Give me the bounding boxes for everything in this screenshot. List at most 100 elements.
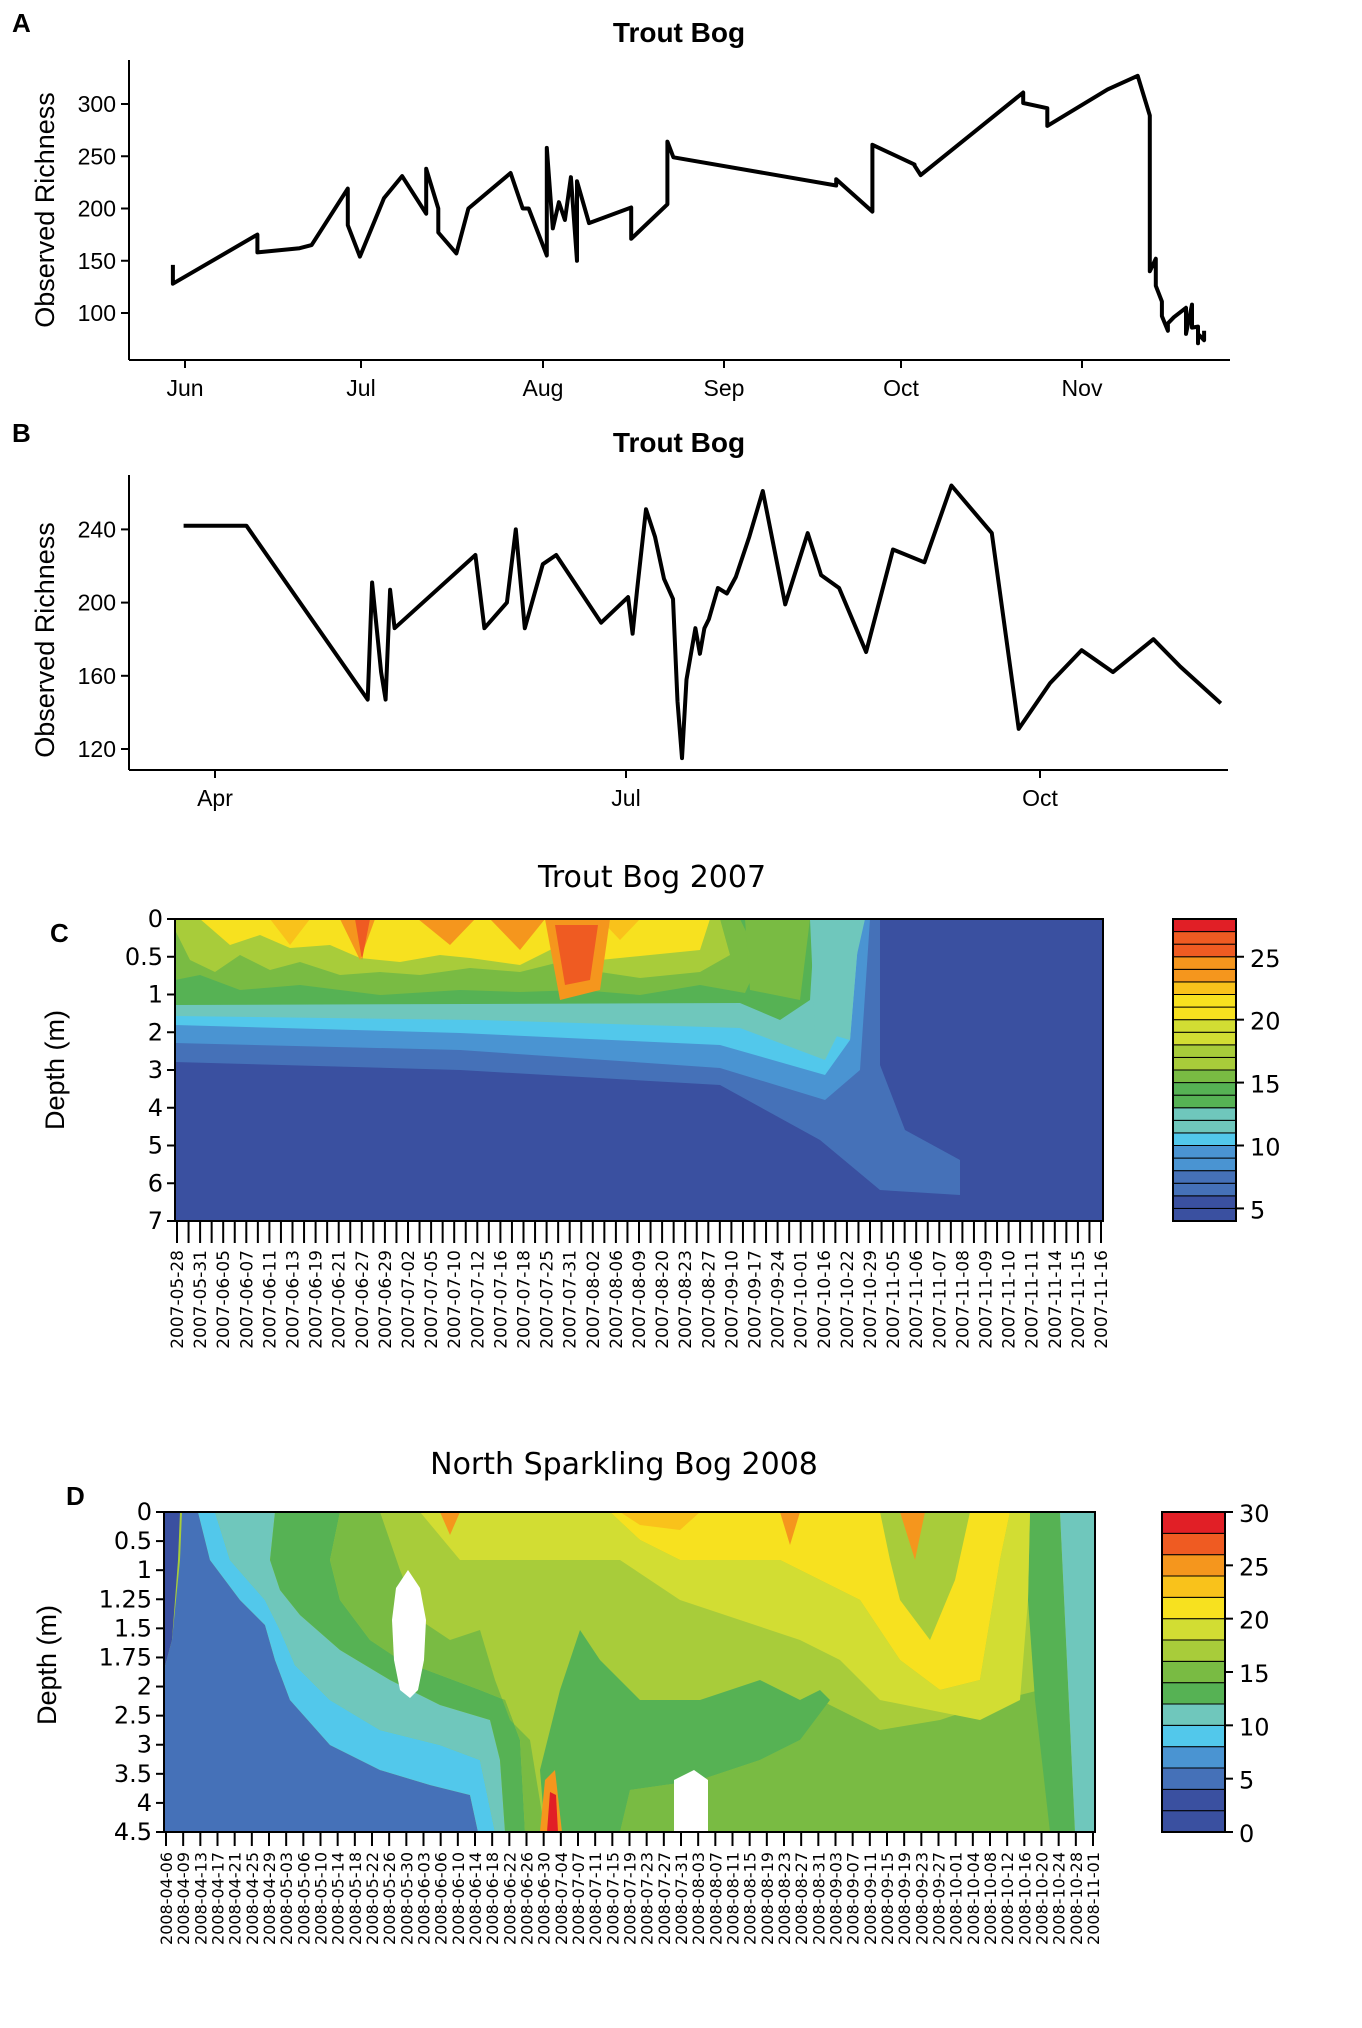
colorbar-swatch <box>1161 1788 1226 1812</box>
date-tick-label: 2008-10-01 <box>947 1852 966 1945</box>
date-tick-label: 2007-07-12 <box>468 1250 488 1349</box>
date-tick-label: 2007-11-16 <box>1092 1250 1112 1349</box>
date-tick-label: 2007-07-02 <box>399 1250 419 1349</box>
colorbar-swatch <box>1172 1031 1237 1046</box>
heat-c-band-orange-1 <box>270 919 310 945</box>
panel-b-letter: B <box>12 418 31 448</box>
colorbar-swatch <box>1172 1132 1237 1146</box>
date-tick-label: 2007-06-11 <box>260 1250 280 1349</box>
date-tick-label: 2008-08-23 <box>775 1852 794 1945</box>
date-tick-label: 2007-06-07 <box>237 1250 257 1349</box>
date-tick-label: 2007-06-19 <box>307 1250 327 1349</box>
date-tick-label: 2007-11-07 <box>930 1250 950 1349</box>
y-tick-label: 160 <box>78 663 116 689</box>
colorbar-swatch <box>1172 1107 1237 1121</box>
date-tick-label: 2008-04-17 <box>209 1852 228 1945</box>
date-tick-label: 2008-04-29 <box>260 1852 279 1945</box>
y-tick-label: 240 <box>78 516 116 542</box>
y-tick-label: 150 <box>78 248 116 274</box>
date-tick-label: 2007-08-20 <box>653 1250 673 1349</box>
heat-d-band-lightyellow <box>420 1512 1030 1720</box>
date-tick-label: 2008-08-03 <box>689 1852 708 1945</box>
colorbar-tick-label: 25 <box>1239 1553 1270 1581</box>
colorbar-tick-label: 5 <box>1250 1196 1265 1224</box>
heat-d-band-red-core <box>547 1792 558 1832</box>
panel-c: C Trout Bog 2007 Depth (m) 0 0.5 1 2 3 4 5 6 7 2… <box>40 860 1281 1349</box>
depth-tick-label: 0 <box>148 905 163 933</box>
panel-c-ylabel: Depth (m) <box>40 1010 70 1130</box>
date-tick-label: 2007-09-24 <box>769 1250 789 1349</box>
date-tick-label: 2008-06-10 <box>449 1852 468 1945</box>
heat-d-missing-2 <box>674 1770 708 1832</box>
date-tick-label: 2008-06-22 <box>500 1852 519 1945</box>
panel-c-letter: C <box>50 918 69 948</box>
colorbar-swatch <box>1161 1596 1226 1620</box>
colorbar-swatch <box>1161 1511 1226 1534</box>
date-tick-label: 2008-07-11 <box>586 1852 605 1945</box>
date-tick-label: 2007-07-10 <box>445 1250 465 1349</box>
depth-tick-label: 1 <box>148 981 163 1009</box>
date-tick-label: 2008-06-26 <box>518 1852 537 1945</box>
panel-d-heatmap <box>164 1512 1095 1832</box>
heat-d-band-green-thin <box>540 1630 830 1832</box>
date-tick-label: 2007-08-06 <box>607 1250 627 1349</box>
colorbar-tick-label: 0 <box>1239 1820 1254 1848</box>
y-tick-label: 120 <box>78 736 116 762</box>
colorbar-swatch <box>1172 1056 1237 1071</box>
colorbar-swatch <box>1161 1532 1226 1556</box>
date-tick-label: 2008-10-12 <box>998 1852 1017 1945</box>
date-tick-label: 2007-09-17 <box>746 1250 766 1349</box>
date-tick-label: 2008-08-31 <box>809 1852 828 1945</box>
panel-a-ylabel: Observed Richness <box>30 92 60 328</box>
date-tick-label: 2008-07-04 <box>552 1852 571 1945</box>
date-tick-label: 2008-05-03 <box>277 1852 296 1945</box>
date-tick-label: 2008-07-23 <box>638 1852 657 1945</box>
colorbar-swatch <box>1161 1618 1226 1641</box>
date-tick-label: 2008-04-21 <box>226 1852 245 1945</box>
colorbar-swatch <box>1172 918 1237 933</box>
panel-d-ylabel: Depth (m) <box>32 1605 62 1725</box>
date-tick-label: 2008-04-13 <box>191 1852 210 1945</box>
date-tick-label: 2007-07-18 <box>515 1250 535 1349</box>
colorbar-swatch <box>1161 1660 1226 1684</box>
date-tick-label: 2008-04-09 <box>174 1852 193 1945</box>
colorbar-tick-label: 10 <box>1250 1134 1281 1162</box>
date-tick-label: 2008-08-15 <box>741 1852 760 1945</box>
date-tick-label: 2008-09-11 <box>861 1852 880 1945</box>
colorbar-tick-label: 15 <box>1250 1071 1281 1099</box>
heat-c-band-cooling-green <box>745 919 810 1000</box>
depth-tick-label: 1.75 <box>99 1643 152 1671</box>
panel-c-heatmap <box>175 919 1103 1221</box>
date-tick-label: 2007-10-22 <box>838 1250 858 1349</box>
heat-c-band-orange-3 <box>418 919 475 945</box>
colorbar-tick-label: 25 <box>1250 945 1281 973</box>
panel-a-letter: A <box>12 8 31 38</box>
colorbar-swatch <box>1161 1639 1226 1662</box>
date-tick-label: 2007-11-06 <box>907 1250 927 1349</box>
panel-b-title: Trout Bog <box>613 427 745 458</box>
date-tick-label: 2007-08-09 <box>630 1250 650 1349</box>
colorbar-swatch <box>1172 943 1237 958</box>
x-tick-label: Jun <box>166 375 203 401</box>
date-tick-label: 2008-09-19 <box>895 1852 914 1945</box>
date-tick-label: 2007-06-29 <box>376 1250 396 1349</box>
colorbar-swatch <box>1172 1006 1237 1021</box>
y-tick-label: 200 <box>78 196 116 222</box>
date-tick-label: 2008-07-19 <box>621 1852 640 1945</box>
heat-d-band-orange-top-2 <box>780 1512 800 1545</box>
heat-d-band-deepblue <box>164 1512 180 1670</box>
date-tick-label: 2008-09-07 <box>844 1852 863 1945</box>
date-tick-label: 2008-09-23 <box>912 1852 931 1945</box>
depth-tick-label: 4.5 <box>114 1818 152 1846</box>
date-tick-label: 2008-04-06 <box>157 1852 176 1945</box>
depth-tick-label: 0 <box>137 1498 152 1526</box>
heat-d-band-midgreen <box>330 1512 545 1832</box>
colorbar-swatch <box>1172 1145 1237 1159</box>
y-tick-label: 200 <box>78 590 116 616</box>
date-tick-label: 2007-11-08 <box>953 1250 973 1349</box>
colorbar-swatch <box>1172 994 1237 1008</box>
colorbar-tick-label: 10 <box>1239 1713 1270 1741</box>
date-tick-label: 2007-08-23 <box>676 1250 696 1349</box>
date-tick-label: 2008-11-01 <box>1084 1852 1103 1945</box>
colorbar-swatch <box>1172 931 1237 945</box>
